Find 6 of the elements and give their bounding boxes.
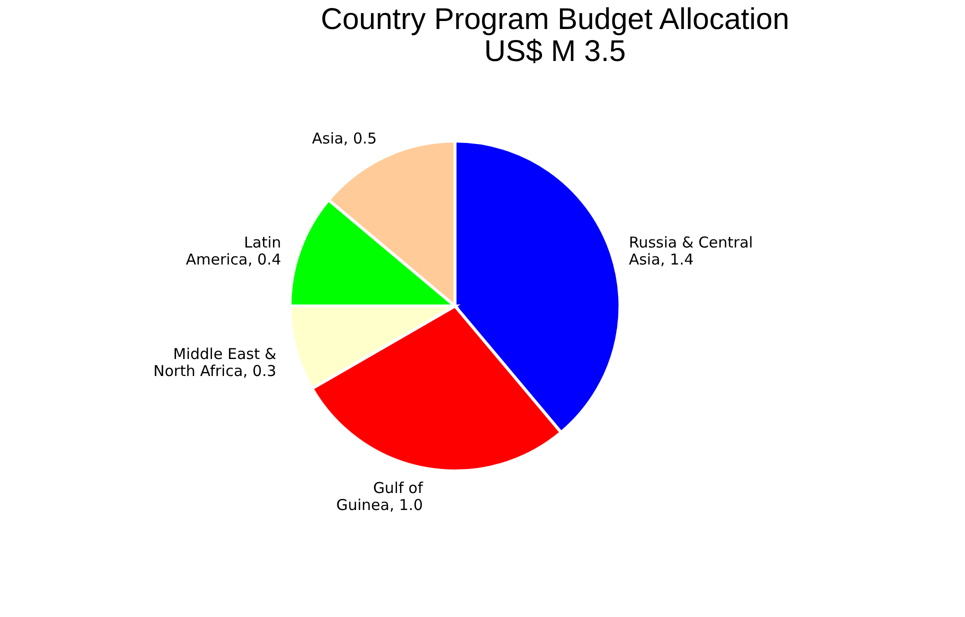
slice-label: Russia & Central Asia, 1.4 [628, 234, 753, 269]
chart-title: Country Program Budget Allocation US$ M 3.5 [320, 3, 790, 68]
slice-label: Asia, 0.5 [312, 129, 377, 148]
slice-label: Gulf of Guinea, 1.0 [336, 479, 424, 514]
slice-label: Middle East & North Africa, 0.3 [153, 344, 277, 380]
slice-label: Latin America, 0.4 [186, 234, 282, 269]
